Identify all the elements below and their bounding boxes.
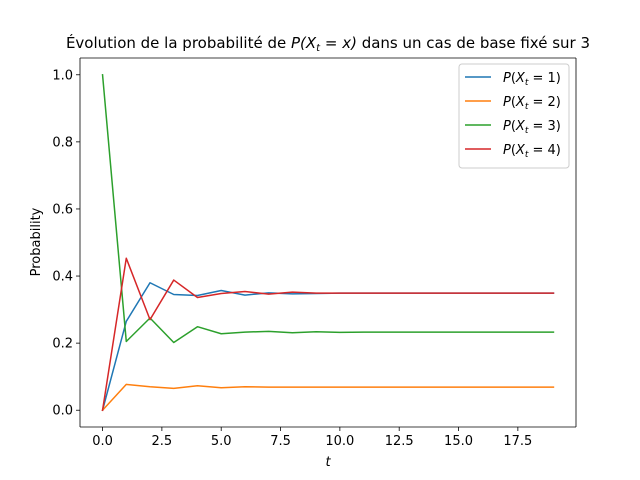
series-line-3 (101, 73, 555, 344)
series-line-2 (101, 383, 555, 412)
legend-label-4: P(Xt = 4) (503, 143, 561, 160)
legend-label-3: P(Xt = 3) (503, 119, 561, 136)
title-suffix: dans un cas de base fixé sur 3 (357, 34, 590, 52)
series-lines (101, 73, 555, 412)
x-tick-label: 15.0 (444, 434, 473, 449)
x-axis-ticks: 0.0 2.5 5.0 7.5 10.0 12.5 15.0 17.5 (92, 427, 532, 449)
y-axis-label: Probability (29, 207, 44, 276)
x-tick-label: 0.0 (92, 434, 113, 449)
chart-title: Évolution de la probabilité de P(Xt = x)… (66, 33, 590, 54)
x-tick-label: 5.0 (211, 434, 232, 449)
legend: P(Xt = 1) P(Xt = 2) P(Xt = 3) P(Xt = 4) (458, 63, 570, 169)
title-prefix: Évolution de la probabilité de (66, 33, 291, 52)
y-tick-label: 0.2 (52, 337, 73, 352)
x-tick-label: 17.5 (503, 434, 532, 449)
y-axis-ticks: 0.0 0.2 0.4 0.6 0.8 1.0 (52, 68, 80, 419)
x-tick-label: 12.5 (385, 434, 414, 449)
x-tick-label: 7.5 (270, 434, 291, 449)
title-math-rest: = x) (320, 34, 357, 52)
y-tick-label: 0.8 (52, 135, 73, 150)
x-tick-label: 10.0 (325, 434, 354, 449)
series-line-4 (101, 257, 555, 412)
y-tick-label: 0.0 (52, 404, 73, 419)
y-tick-label: 0.4 (52, 270, 73, 285)
legend-label-2: P(Xt = 2) (503, 95, 561, 112)
legend-box (458, 63, 570, 169)
x-tick-label: 2.5 (152, 434, 173, 449)
svg-text:Évolution de la probabilité de: Évolution de la probabilité de P(Xt = x)… (66, 33, 590, 54)
y-tick-label: 0.6 (52, 202, 73, 217)
title-math-sub: t (316, 43, 321, 54)
legend-label-1: P(Xt = 1) (503, 71, 561, 88)
x-axis-label: t (325, 455, 331, 470)
title-math: P(X (291, 34, 317, 52)
axes-frame (79, 57, 577, 428)
y-tick-label: 1.0 (52, 68, 73, 83)
